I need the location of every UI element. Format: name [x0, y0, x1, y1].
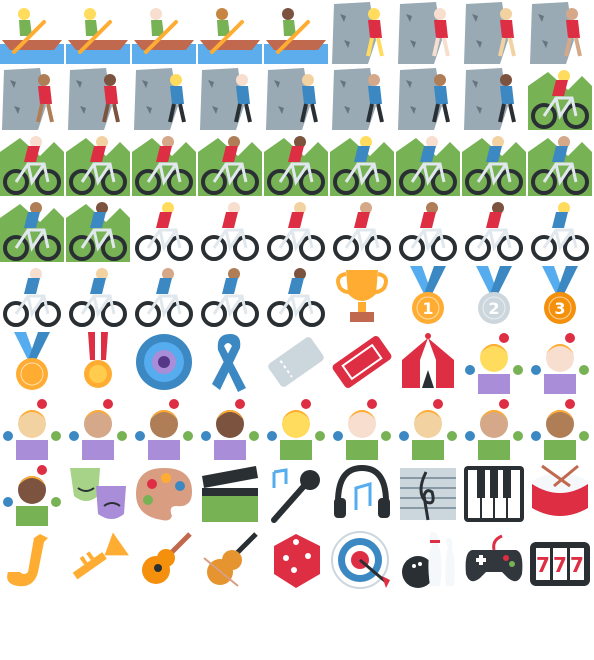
- man-biking-icon: [66, 264, 130, 328]
- rowing-boat-icon: [198, 0, 262, 64]
- man-mountain-biking-icon: [66, 198, 130, 262]
- game-die-icon: [264, 528, 328, 592]
- woman-juggling-icon: [462, 330, 526, 394]
- video-game-icon: [462, 528, 526, 592]
- man-climbing-icon: [330, 66, 394, 130]
- woman-biking-icon: [462, 198, 526, 262]
- woman-climbing-icon: [66, 66, 130, 130]
- woman-mountain-biking-icon: [528, 66, 592, 130]
- man-mountain-biking-icon: [0, 198, 64, 262]
- ticket-icon: [264, 330, 328, 394]
- trophy-icon: [330, 264, 394, 328]
- rowing-boat-icon: [264, 0, 328, 64]
- guitar-icon: [132, 528, 196, 592]
- musical-keyboard-icon: [462, 462, 526, 526]
- medal-number: 3: [554, 299, 565, 318]
- trumpet-icon: [66, 528, 130, 592]
- silver-medal-icon: 2: [462, 264, 526, 328]
- man-biking-icon: [528, 198, 592, 262]
- woman-biking-icon: [132, 198, 196, 262]
- man-juggling-icon: [0, 462, 64, 526]
- medal-number: 1: [422, 299, 433, 318]
- woman-biking-icon: [198, 198, 262, 262]
- slot-digit: 7: [553, 553, 567, 577]
- woman-juggling-icon: [132, 396, 196, 460]
- military-medal-icon: [66, 330, 130, 394]
- man-biking-icon: [264, 264, 328, 328]
- man-juggling-icon: [264, 396, 328, 460]
- slot-digit: 7: [570, 553, 584, 577]
- man-mountain-biking-icon: [462, 132, 526, 196]
- man-biking-icon: [198, 264, 262, 328]
- woman-juggling-icon: [198, 396, 262, 460]
- woman-mountain-biking-icon: [132, 132, 196, 196]
- artist-palette-icon: [132, 462, 196, 526]
- direct-hit-icon: [330, 528, 394, 592]
- woman-climbing-icon: [396, 0, 460, 64]
- medal-number: 2: [488, 299, 499, 318]
- slot-digit: 7: [536, 553, 550, 577]
- rosette-icon: [132, 330, 196, 394]
- woman-mountain-biking-icon: [198, 132, 262, 196]
- woman-climbing-icon: [462, 0, 526, 64]
- man-juggling-icon: [462, 396, 526, 460]
- rowing-boat-icon: [132, 0, 196, 64]
- man-climbing-icon: [132, 66, 196, 130]
- reminder-ribbon-icon: [198, 330, 262, 394]
- woman-climbing-icon: [528, 0, 592, 64]
- woman-biking-icon: [264, 198, 328, 262]
- man-biking-icon: [132, 264, 196, 328]
- circus-tent-icon: [396, 330, 460, 394]
- admission-ticket-icon: [330, 330, 394, 394]
- woman-juggling-icon: [528, 330, 592, 394]
- man-climbing-icon: [264, 66, 328, 130]
- rowing-boat-icon: [66, 0, 130, 64]
- man-juggling-icon: [396, 396, 460, 460]
- woman-biking-icon: [330, 198, 394, 262]
- headphones-icon: [330, 462, 394, 526]
- microphone-icon: [264, 462, 328, 526]
- saxophone-icon: [0, 528, 64, 592]
- clapper-board-icon: [198, 462, 262, 526]
- man-climbing-icon: [396, 66, 460, 130]
- man-juggling-icon: [528, 396, 592, 460]
- violin-icon: [198, 528, 262, 592]
- woman-juggling-icon: [66, 396, 130, 460]
- woman-biking-icon: [396, 198, 460, 262]
- man-juggling-icon: [330, 396, 394, 460]
- gold-medal-icon: 1: [396, 264, 460, 328]
- woman-mountain-biking-icon: [0, 132, 64, 196]
- musical-score-icon: [396, 462, 460, 526]
- man-climbing-icon: [198, 66, 262, 130]
- sports-medal-icon: [0, 330, 64, 394]
- man-mountain-biking-icon: [396, 132, 460, 196]
- man-climbing-icon: [462, 66, 526, 130]
- man-mountain-biking-icon: [528, 132, 592, 196]
- bowling-icon: [396, 528, 460, 592]
- rowing-boat-icon: [0, 0, 64, 64]
- woman-climbing-icon: [330, 0, 394, 64]
- woman-climbing-icon: [0, 66, 64, 130]
- performing-arts-icon: [66, 462, 130, 526]
- man-biking-icon: [0, 264, 64, 328]
- man-mountain-biking-icon: [330, 132, 394, 196]
- woman-juggling-icon: [0, 396, 64, 460]
- bronze-medal-icon: 3: [528, 264, 592, 328]
- woman-mountain-biking-icon: [264, 132, 328, 196]
- woman-mountain-biking-icon: [66, 132, 130, 196]
- drum-icon: [528, 462, 592, 526]
